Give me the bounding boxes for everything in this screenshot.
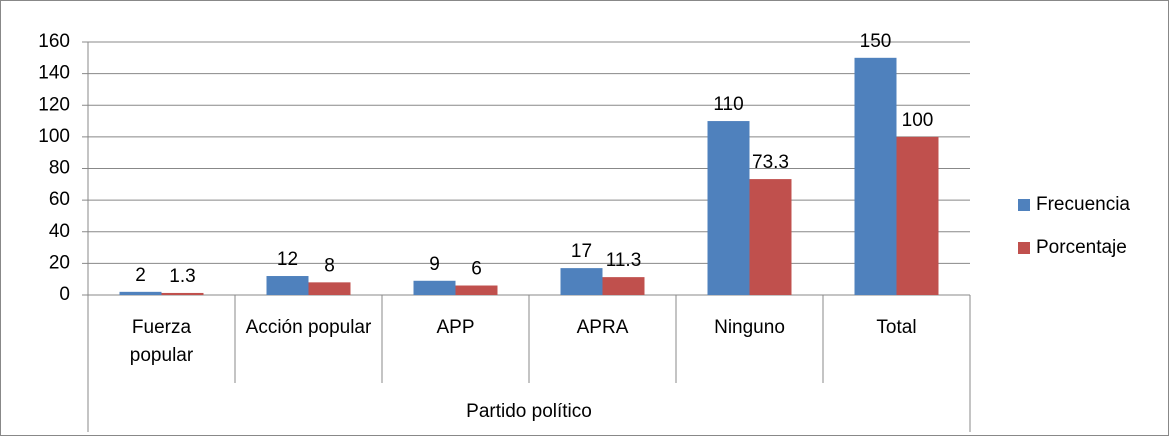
data-label: 100 xyxy=(902,110,934,131)
data-label: 1.3 xyxy=(169,266,195,287)
y-tick-label: 20 xyxy=(49,252,70,273)
x-tick-label: Total xyxy=(876,317,917,338)
y-tick-label: 40 xyxy=(49,221,70,242)
data-label: 11.3 xyxy=(606,250,642,271)
bar xyxy=(749,179,792,295)
y-tick-label: 120 xyxy=(38,94,70,115)
bar xyxy=(413,280,456,295)
data-label: 6 xyxy=(471,259,482,280)
x-axis-label: Partido político xyxy=(466,401,592,422)
data-label: 8 xyxy=(324,255,335,276)
y-tick-label: 60 xyxy=(49,189,70,210)
bar xyxy=(602,277,645,295)
legend-swatch xyxy=(1018,242,1030,254)
bar xyxy=(119,291,162,295)
legend-label: Frecuencia xyxy=(1036,194,1130,215)
x-tick-label: APRA xyxy=(576,317,629,338)
bar xyxy=(161,292,204,295)
y-tick-label: 100 xyxy=(38,126,70,147)
y-tick-label: 80 xyxy=(49,158,70,179)
bar xyxy=(854,57,897,295)
data-label: 110 xyxy=(713,94,743,115)
bar xyxy=(266,276,309,295)
data-label: 2 xyxy=(135,265,146,286)
data-label: 73.3 xyxy=(752,152,789,173)
legend-swatch xyxy=(1018,199,1030,211)
legend-label: Porcentaje xyxy=(1036,237,1127,258)
data-label: 17 xyxy=(571,241,592,262)
data-label: 150 xyxy=(860,31,892,52)
x-tick-label: Acción popular xyxy=(245,317,372,338)
bar xyxy=(455,285,498,295)
bar xyxy=(308,282,351,295)
x-tick-label: APP xyxy=(436,317,475,338)
data-label: 12 xyxy=(277,249,298,270)
x-tick-label: Fuerza popular xyxy=(129,317,194,366)
y-tick-label: 140 xyxy=(38,63,70,84)
x-tick-label: Ninguno xyxy=(714,317,785,338)
bar xyxy=(707,121,750,295)
y-tick-label: 0 xyxy=(59,284,70,305)
y-tick-label: 160 xyxy=(38,31,70,52)
bar xyxy=(560,268,603,295)
bar xyxy=(896,136,939,295)
data-label: 9 xyxy=(429,254,440,275)
